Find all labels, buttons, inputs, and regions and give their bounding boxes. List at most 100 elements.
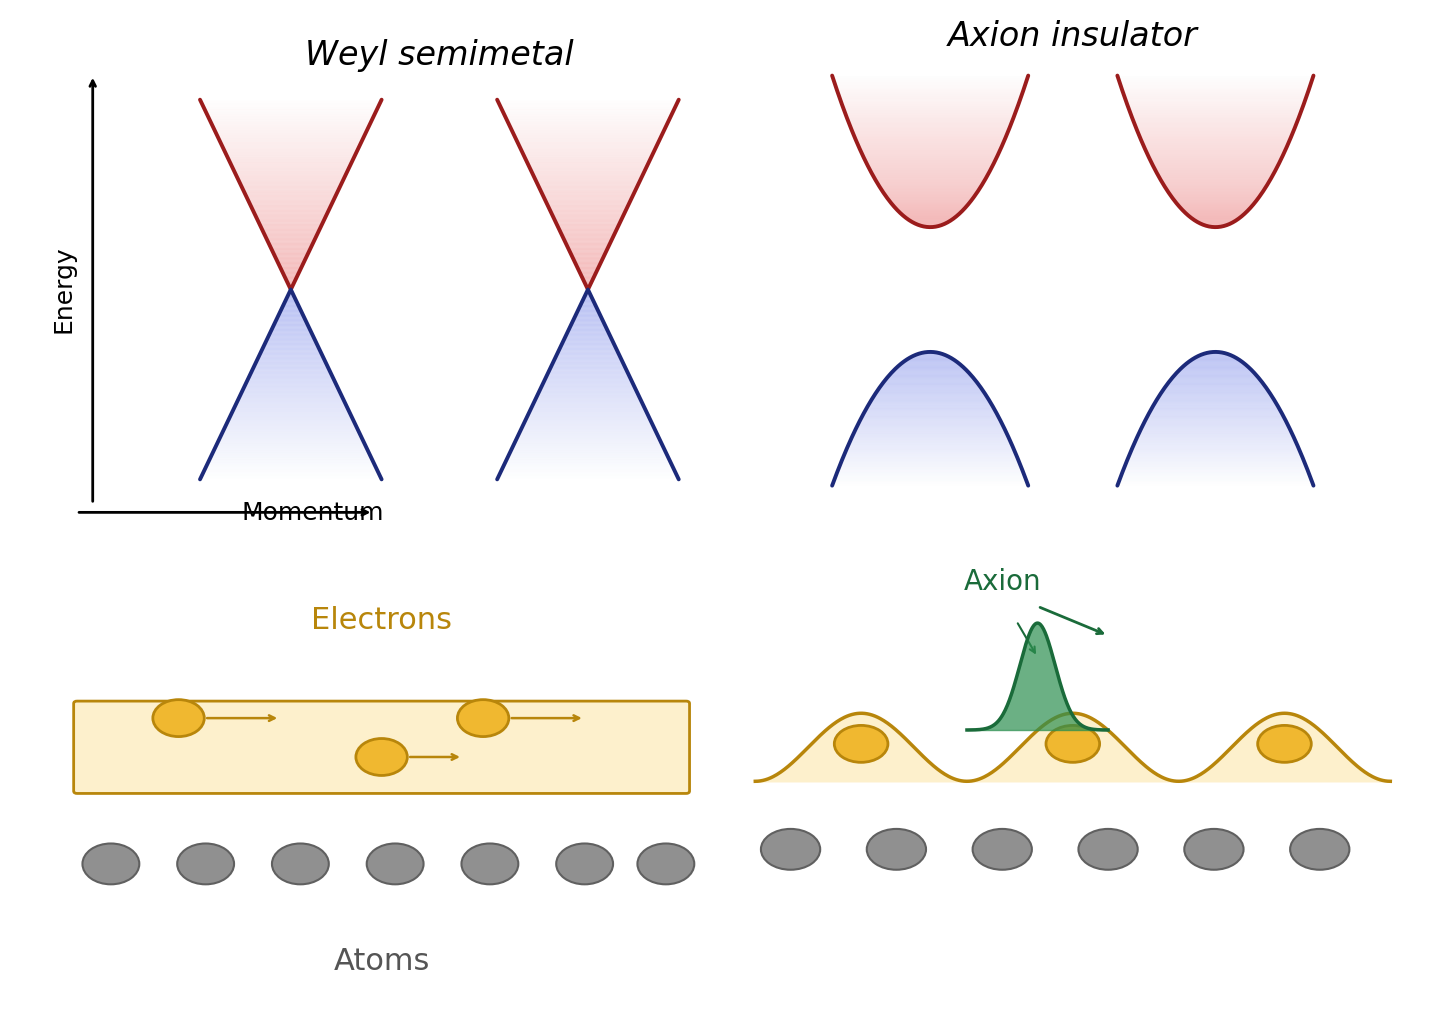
Polygon shape	[232, 166, 350, 169]
Polygon shape	[281, 308, 301, 310]
Polygon shape	[232, 413, 350, 414]
Polygon shape	[507, 459, 670, 460]
Text: Energy: Energy	[50, 246, 75, 333]
Polygon shape	[541, 387, 635, 388]
Polygon shape	[572, 324, 605, 325]
Polygon shape	[560, 233, 615, 234]
Polygon shape	[511, 448, 664, 449]
Polygon shape	[222, 144, 360, 145]
Polygon shape	[259, 223, 323, 225]
Polygon shape	[566, 244, 609, 245]
Polygon shape	[253, 367, 328, 368]
Polygon shape	[539, 391, 636, 392]
Circle shape	[556, 844, 613, 884]
Polygon shape	[547, 373, 628, 374]
Polygon shape	[266, 239, 315, 240]
Circle shape	[272, 844, 328, 884]
Polygon shape	[265, 341, 317, 342]
Polygon shape	[518, 145, 657, 147]
Polygon shape	[533, 402, 642, 403]
Polygon shape	[284, 276, 298, 277]
Polygon shape	[516, 139, 660, 141]
Polygon shape	[279, 267, 302, 268]
Polygon shape	[537, 396, 639, 397]
Polygon shape	[562, 344, 615, 345]
Polygon shape	[580, 274, 595, 276]
Polygon shape	[560, 230, 616, 232]
Polygon shape	[559, 351, 618, 352]
Polygon shape	[586, 291, 589, 292]
Polygon shape	[582, 302, 595, 303]
Polygon shape	[253, 211, 328, 212]
Polygon shape	[585, 283, 590, 284]
Polygon shape	[559, 227, 618, 229]
Polygon shape	[229, 419, 353, 420]
Polygon shape	[264, 346, 318, 347]
Polygon shape	[268, 336, 314, 338]
Text: Axion: Axion	[963, 568, 1041, 596]
Polygon shape	[510, 127, 665, 129]
Circle shape	[177, 844, 235, 884]
Polygon shape	[236, 175, 346, 176]
Polygon shape	[526, 419, 651, 420]
Polygon shape	[228, 420, 354, 421]
Polygon shape	[531, 406, 644, 407]
Polygon shape	[259, 356, 323, 357]
Polygon shape	[570, 326, 606, 328]
Polygon shape	[579, 308, 598, 310]
Polygon shape	[210, 120, 372, 121]
Polygon shape	[572, 256, 603, 257]
Polygon shape	[556, 356, 621, 357]
Circle shape	[867, 829, 926, 870]
Polygon shape	[511, 130, 664, 131]
Polygon shape	[579, 306, 596, 307]
Polygon shape	[269, 334, 312, 335]
Polygon shape	[552, 212, 625, 214]
Polygon shape	[262, 347, 320, 349]
Polygon shape	[279, 313, 302, 314]
Polygon shape	[220, 436, 361, 437]
Polygon shape	[567, 246, 609, 248]
Polygon shape	[240, 395, 341, 396]
Polygon shape	[278, 263, 304, 265]
Polygon shape	[287, 297, 295, 299]
Polygon shape	[240, 183, 341, 184]
Polygon shape	[215, 129, 367, 130]
Polygon shape	[579, 272, 596, 273]
Polygon shape	[258, 220, 324, 221]
Polygon shape	[229, 159, 353, 160]
Polygon shape	[253, 212, 328, 214]
Polygon shape	[266, 340, 315, 341]
Polygon shape	[238, 401, 344, 402]
Polygon shape	[275, 255, 307, 256]
Polygon shape	[278, 316, 304, 317]
Polygon shape	[544, 379, 632, 381]
Polygon shape	[215, 449, 367, 450]
Polygon shape	[513, 131, 664, 132]
Polygon shape	[554, 358, 621, 359]
Polygon shape	[251, 372, 331, 373]
Polygon shape	[546, 201, 631, 203]
Polygon shape	[220, 143, 361, 144]
Polygon shape	[520, 430, 655, 431]
Polygon shape	[288, 294, 294, 295]
Polygon shape	[252, 210, 328, 211]
Polygon shape	[586, 292, 590, 294]
Polygon shape	[564, 338, 612, 339]
Polygon shape	[547, 204, 629, 205]
Polygon shape	[255, 364, 327, 365]
Polygon shape	[580, 273, 596, 274]
Polygon shape	[570, 253, 605, 254]
Polygon shape	[242, 188, 340, 189]
Polygon shape	[534, 401, 642, 402]
Polygon shape	[235, 406, 347, 407]
Polygon shape	[510, 453, 667, 454]
Polygon shape	[279, 312, 302, 313]
Polygon shape	[288, 283, 294, 284]
Circle shape	[834, 726, 888, 762]
Polygon shape	[527, 161, 649, 163]
Polygon shape	[256, 218, 324, 220]
Polygon shape	[289, 285, 292, 287]
Polygon shape	[549, 206, 628, 207]
Polygon shape	[510, 450, 665, 452]
